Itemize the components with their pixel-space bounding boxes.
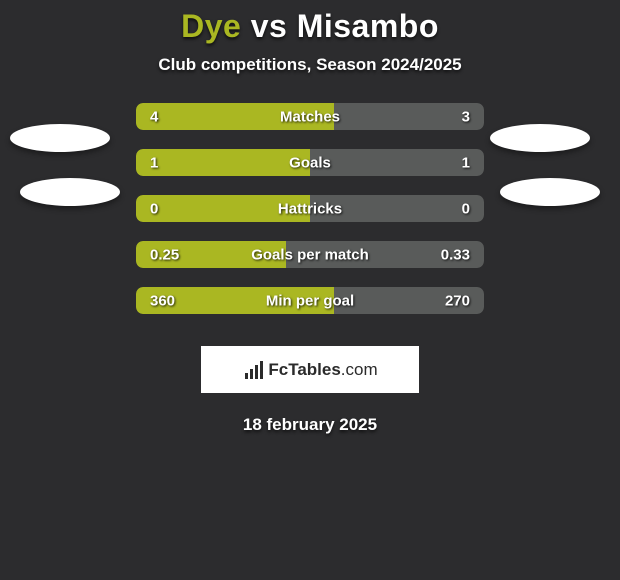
stat-value-right: 0.33 (441, 246, 470, 263)
stat-label: Goals per match (251, 246, 369, 263)
subtitle: Club competitions, Season 2024/2025 (0, 55, 620, 75)
stat-value-right: 0 (462, 200, 470, 217)
stat-value-right: 1 (462, 154, 470, 171)
stat-label: Min per goal (266, 292, 354, 309)
brand-text: FcTables.com (268, 360, 377, 380)
stat-label: Goals (289, 154, 331, 171)
player-right-name: Misambo (297, 8, 439, 44)
brand-light: .com (341, 360, 378, 379)
stat-value-left: 0 (150, 200, 158, 217)
stat-row: 1 1 Goals (136, 149, 484, 176)
stat-label: Matches (280, 108, 340, 125)
player-left-name: Dye (181, 8, 241, 44)
stat-value-left: 360 (150, 292, 175, 309)
avatar-placeholder (500, 178, 600, 206)
vs-text: vs (251, 8, 288, 44)
bar-right (310, 149, 484, 176)
brand-icon (242, 361, 264, 379)
stat-value-right: 3 (462, 108, 470, 125)
stat-value-right: 270 (445, 292, 470, 309)
stat-row: 360 270 Min per goal (136, 287, 484, 314)
comparison-title: Dye vs Misambo (0, 8, 620, 45)
stat-value-left: 4 (150, 108, 158, 125)
avatar-placeholder (10, 124, 110, 152)
stat-row: 4 3 Matches (136, 103, 484, 130)
stat-value-left: 1 (150, 154, 158, 171)
stat-row: 0.25 0.33 Goals per match (136, 241, 484, 268)
bar-left (136, 149, 310, 176)
stats-area: 4 3 Matches 1 1 Goals 0 0 Hattricks 0.25 0.33 Goals… (0, 103, 620, 314)
brand-bold: FcTables (268, 360, 340, 379)
date-text: 18 february 2025 (0, 415, 620, 435)
stat-value-left: 0.25 (150, 246, 179, 263)
avatar-placeholder (490, 124, 590, 152)
stat-label: Hattricks (278, 200, 342, 217)
stat-row: 0 0 Hattricks (136, 195, 484, 222)
brand-box: FcTables.com (201, 346, 419, 393)
avatar-placeholder (20, 178, 120, 206)
